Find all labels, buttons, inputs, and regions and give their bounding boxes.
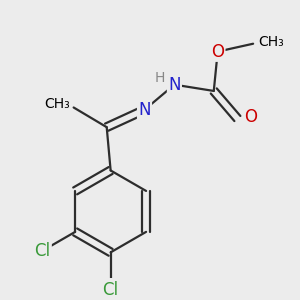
Text: H: H (155, 71, 165, 85)
Text: CH₃: CH₃ (44, 97, 70, 111)
Text: CH₃: CH₃ (258, 35, 284, 49)
Text: O: O (211, 43, 224, 61)
Text: Cl: Cl (103, 281, 119, 299)
Text: N: N (138, 101, 151, 119)
Text: N: N (168, 76, 181, 94)
Text: Cl: Cl (34, 242, 50, 260)
Text: O: O (244, 108, 257, 126)
